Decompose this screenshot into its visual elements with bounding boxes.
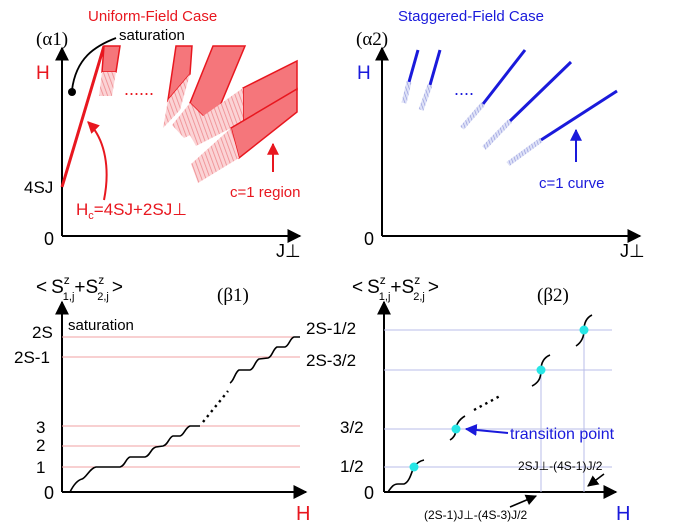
guide-lines [384,329,612,492]
panel-heading: Uniform-Field Case [88,8,217,25]
y-tick: 2S [32,323,53,342]
saturation-label: saturation [119,27,185,44]
magnetization-curve-lower [69,425,200,493]
saturation-pointer [71,37,117,91]
transition-point [536,365,546,375]
saturation-point [68,88,76,96]
transition-point [579,325,589,335]
x-note-right-arrow [587,473,605,487]
ellipsis: .... [454,79,474,99]
y-axis-label: < Sz 1,j+Sz 2,j > [352,273,439,303]
transition-points [409,325,589,472]
transition-point [451,424,461,434]
ellipsis: ...... [124,79,154,99]
y-tick: 3/2 [340,418,364,437]
transition-label: transition point [510,426,615,443]
c1-curve-2 [418,49,442,111]
y-tick: 2S-3/2 [306,351,356,370]
critical-field-line [60,45,106,188]
c1-curve-1 [401,49,420,104]
c1-curve-5 [506,89,618,167]
panel-heading: Staggered-Field Case [398,8,544,25]
transition-arrow [464,424,509,436]
y-ticks: 2S 2S-1 3 2 1 [14,323,53,477]
y-tick: 1 [36,458,45,477]
c1-curve-4 [482,60,573,150]
y-tick: 2S-1/2 [306,319,356,338]
origin-label: 0 [44,483,54,503]
y-ticks: 2S-1/2 2S-3/2 3/2 1/2 [306,319,364,476]
c1-region-1 [99,45,121,96]
panel-label: (β1) [217,285,249,306]
y-axis-label: < Sz 1,j+Sz 2,j > [36,273,123,303]
panel-label: (α1) [36,29,68,50]
x-note-right: 2SJ⊥-(4S-1)J/2 [518,459,603,473]
origin-label: 0 [44,229,54,249]
panel-alpha2: Staggered-Field Case (α2) H 0 J⊥ .... [356,8,645,261]
panel-label: (β2) [537,285,569,306]
panel-beta2: < Sz 1,j+Sz 2,j > (β2) 0 H 2S-1/2 2S-3/2 3/2… [306,273,630,525]
region-label: c=1 region [230,184,300,201]
hc-label: Hc=4SJ+2SJ⊥ [76,200,187,222]
hc-arrow [87,121,108,201]
x-note-left-arrow [509,494,538,508]
origin-label: 0 [364,229,374,249]
c1-curve-3 [460,49,527,130]
y-tick: 3 [36,418,45,437]
c1-region-5 [191,87,298,183]
panel-alpha1: Uniform-Field Case (α1) H 0 J⊥ 4SJ [24,8,302,261]
y-axis-label: H [36,63,50,84]
panel-beta1: < Sz 1,j+Sz 2,j > (β1) 0 H saturation 2S 2S-… [14,273,310,525]
c1-region-2 [163,45,193,128]
x-axis-label: H [296,503,310,525]
x-axis-label: J⊥ [276,241,301,261]
transition-point [409,462,419,472]
x-axis-label: H [616,503,630,525]
x-axis-label: J⊥ [620,241,645,261]
saturation-label: saturation [68,317,134,334]
guide-lines [62,336,300,468]
tick-4sj: 4SJ [24,178,53,197]
y-axis-label: H [357,63,371,84]
x-note-left: (2S-1)J⊥-(4S-3)J/2 [424,508,527,522]
magnetization-dots [202,390,229,423]
y-tick: 1/2 [340,457,364,476]
panel-label: (α2) [356,29,388,50]
y-tick: 2S-1 [14,348,50,367]
magnetization-curve-upper [229,336,300,384]
magnetization-dots [473,394,501,412]
curve-label: c=1 curve [539,175,604,192]
y-tick: 2 [36,436,45,455]
origin-label: 0 [364,483,374,503]
